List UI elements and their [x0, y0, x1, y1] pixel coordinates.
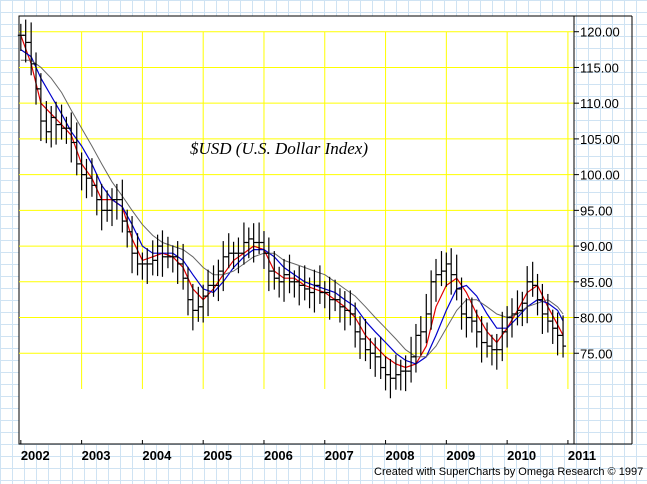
y-tick-label: 100.00	[580, 168, 620, 183]
y-tick-label: 90.00	[580, 239, 613, 254]
x-tick-label: 2003	[82, 448, 111, 463]
grid-lines	[19, 31, 574, 389]
ma-long-line	[20, 59, 564, 358]
y-tick-label: 105.00	[580, 132, 620, 147]
x-tick-label: 2009	[446, 448, 475, 463]
plot-background	[18, 15, 575, 445]
y-tick-label: 110.00	[580, 96, 619, 111]
y-axis-ticks: 120.00 115.00 110.00 105.00 100.00 95.00 90.00…	[574, 25, 620, 361]
y-tick-label: 80.00	[580, 311, 613, 326]
x-tick-label: 2004	[142, 448, 172, 463]
price-bars	[17, 19, 567, 399]
y-tick-label: 95.00	[580, 203, 613, 218]
y-tick-label: 115.00	[580, 60, 619, 75]
x-tick-label: 2005	[203, 448, 232, 463]
y-tick-label: 85.00	[580, 275, 613, 290]
x-tick-label: 2007	[325, 448, 354, 463]
x-tick-label: 2010	[507, 448, 536, 463]
x-axis-ticks: 2002 2003 2004 2005 2006 2007 2008 2009 2010 2011	[20, 440, 596, 463]
price-bar	[560, 315, 567, 358]
chart-title: $USD (U.S. Dollar Index)	[190, 139, 368, 158]
y-tick-label: 120.00	[580, 25, 620, 40]
chart-credit: Created with SuperCharts by Omega Resear…	[374, 466, 643, 478]
x-tick-label: 2002	[21, 448, 50, 463]
x-tick-label: 2006	[264, 448, 293, 463]
y-tick-label: 75.00	[580, 346, 613, 361]
x-tick-label: 2011	[568, 448, 596, 463]
x-tick-label: 2008	[386, 448, 415, 463]
